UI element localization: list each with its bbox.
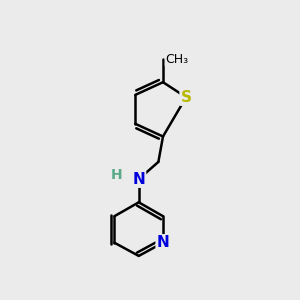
Text: CH₃: CH₃ [165,52,188,66]
Text: S: S [181,90,192,105]
Text: N: N [132,172,145,187]
Text: H: H [111,168,123,182]
Text: N: N [157,235,169,250]
